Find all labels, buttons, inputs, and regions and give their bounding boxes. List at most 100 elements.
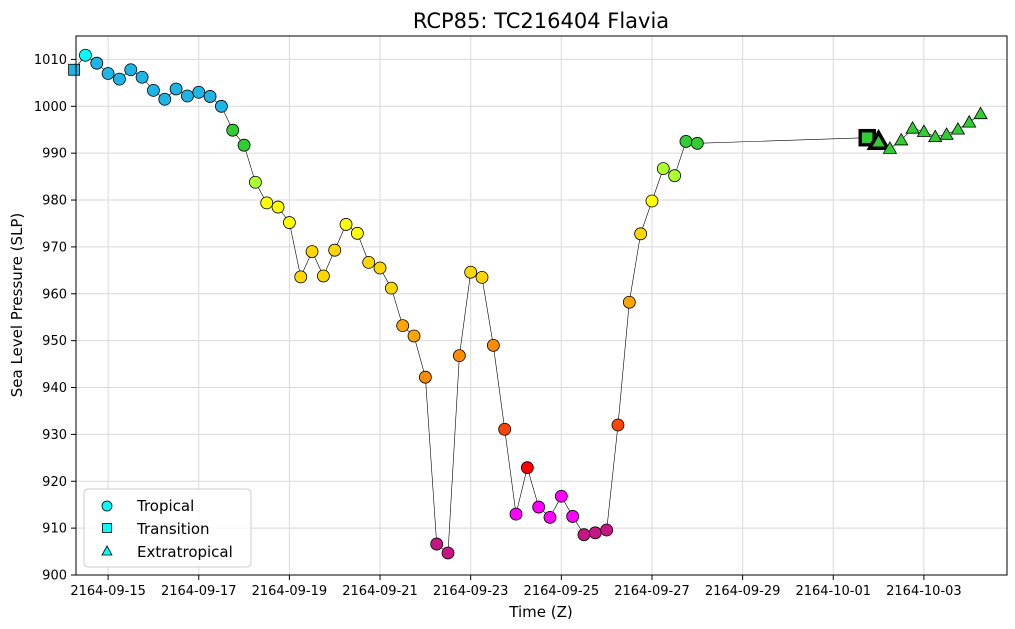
tropical-marker — [294, 270, 308, 284]
x-axis-label: Time (Z) — [508, 603, 572, 621]
tropical-marker — [418, 370, 432, 384]
y-tick-label: 1000 — [34, 100, 67, 115]
tropical-marker — [282, 216, 296, 229]
tropical-marker — [520, 461, 534, 475]
tropical-marker — [339, 218, 353, 231]
tropical-marker — [271, 200, 285, 214]
tropical-marker — [464, 265, 478, 279]
tropical-marker — [532, 500, 546, 514]
tropical-marker — [237, 138, 251, 152]
tropical-marker — [169, 82, 183, 96]
tropical-marker — [690, 136, 704, 150]
tropical-marker — [475, 270, 489, 284]
grid — [76, 36, 1007, 576]
extratropical-marker — [882, 141, 898, 154]
extratropical-marker — [950, 121, 966, 135]
y-tick-label: 990 — [42, 147, 67, 162]
tropical-marker — [373, 261, 387, 275]
y-tick-label: 920 — [42, 475, 67, 490]
extratropical-marker — [866, 128, 891, 150]
legend-label-extratropical: Extratropical — [137, 543, 233, 561]
x-tick-label: 2164-09-27 — [614, 584, 690, 599]
extratropical-marker — [928, 129, 943, 143]
extratropical-marker — [973, 106, 988, 120]
y-tick-label: 900 — [42, 569, 67, 584]
extratropical-marker — [962, 114, 977, 128]
tropical-marker — [260, 196, 274, 210]
tropical-marker — [113, 72, 126, 86]
x-tick-label: 2164-09-21 — [342, 584, 418, 599]
tropical-marker — [430, 537, 444, 551]
tropical-marker — [350, 226, 364, 240]
tropical-marker — [192, 85, 206, 99]
plot-frame — [75, 35, 1008, 576]
legend: Tropical Transition Extratropical — [83, 488, 252, 568]
x-tick-label: 2164-10-01 — [795, 584, 871, 599]
x-tick-label: 2164-09-17 — [161, 584, 237, 599]
tropical-marker — [316, 269, 330, 283]
legend-marker-extratropical — [101, 545, 113, 556]
tropical-marker — [566, 510, 580, 523]
data-markers — [68, 48, 988, 560]
x-tick-label: 2164-09-25 — [524, 584, 600, 599]
tropical-marker — [328, 243, 342, 257]
y-tick-label: 910 — [42, 522, 67, 537]
tropical-marker — [441, 546, 455, 560]
tropical-marker — [226, 123, 240, 137]
tropical-marker — [384, 281, 398, 295]
extratropical-marker — [939, 127, 954, 140]
tropical-marker — [588, 526, 602, 540]
y-axis: 900 910 920 930 940 950 960 970 980 990 1000 1010 — [34, 53, 76, 584]
y-tick-label: 940 — [42, 381, 67, 396]
legend-label-transition: Transition — [136, 520, 210, 538]
legend-box — [83, 488, 252, 568]
legend-label-tropical: Tropical — [136, 497, 194, 515]
tropical-marker — [90, 56, 104, 70]
tropical-marker — [158, 92, 172, 106]
tropical-marker — [486, 338, 500, 352]
legend-marker-transition — [102, 523, 112, 533]
extratropical-marker — [916, 124, 932, 137]
tropical-marker — [600, 523, 614, 537]
tropical-marker — [577, 528, 591, 542]
tropical-marker — [452, 349, 466, 363]
x-tick-label: 2164-10-03 — [886, 584, 962, 599]
x-tick-label: 2164-09-19 — [252, 584, 328, 599]
transition-marker — [68, 63, 81, 76]
y-tick-label: 970 — [42, 240, 67, 255]
tropical-marker — [668, 169, 682, 183]
y-tick-label: 950 — [42, 334, 67, 349]
tropical-marker — [362, 255, 376, 269]
x-axis: 2164-09-15 2164-09-17 2164-09-19 2164-09-21… — [70, 575, 962, 599]
tropical-marker — [101, 67, 115, 80]
y-tick-label: 980 — [42, 194, 67, 209]
extratropical-marker — [894, 132, 909, 146]
tropical-marker — [611, 418, 625, 432]
y-axis-label: Sea Level Pressure (SLP) — [8, 213, 26, 398]
y-tick-label: 1010 — [34, 53, 67, 68]
tropical-marker — [645, 194, 659, 208]
tropical-marker — [181, 89, 194, 103]
y-tick-label: 930 — [42, 428, 67, 443]
x-tick-label: 2164-09-23 — [433, 584, 509, 599]
y-tick-label: 960 — [42, 287, 67, 302]
x-tick-label: 2164-09-15 — [70, 584, 146, 599]
x-tick-label: 2164-09-29 — [705, 584, 781, 599]
tropical-marker — [634, 227, 648, 241]
tropical-marker — [622, 295, 636, 309]
tropical-marker — [407, 329, 421, 343]
tropical-marker — [147, 83, 160, 97]
tropical-marker — [656, 162, 670, 176]
tropical-marker — [396, 319, 410, 333]
legend-marker-tropical — [101, 500, 113, 512]
tropical-marker — [679, 135, 693, 148]
tropical-marker — [203, 90, 217, 103]
tropical-marker — [135, 70, 149, 84]
tropical-marker — [554, 489, 568, 503]
tropical-marker — [215, 99, 228, 113]
tropical-marker — [509, 507, 523, 521]
tropical-marker — [249, 175, 262, 189]
tropical-marker — [498, 422, 512, 436]
tropical-marker — [79, 48, 92, 62]
